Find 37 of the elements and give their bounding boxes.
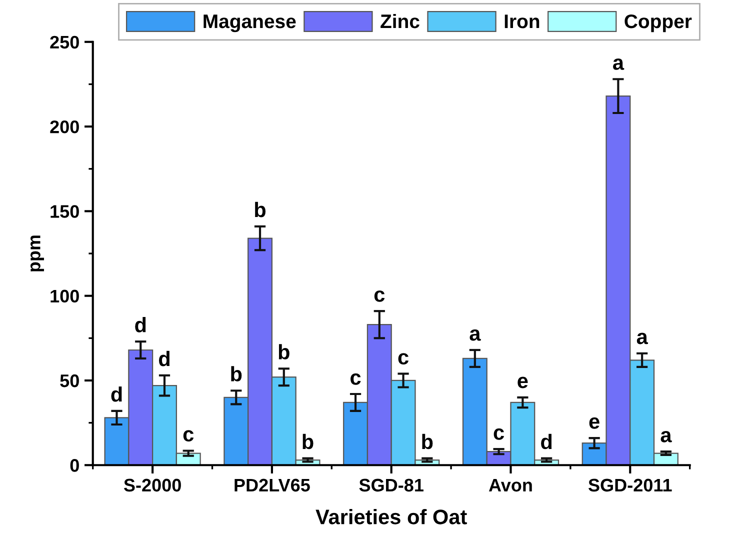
y-tick-label: 250 [50,36,79,49]
data-label: b [278,344,290,360]
x-tick-label: SGD-2011 [588,478,672,492]
data-label: d [135,317,146,332]
legend-label: Iron [504,14,540,28]
data-label: c [398,353,408,365]
y-tick-label: 150 [50,205,79,218]
data-label: e [518,376,528,388]
x-axis-title: Varieties of Oat [316,509,467,524]
x-tick-label: PD2LV65 [234,478,310,492]
y-axis-title: ppm [30,236,44,272]
data-label: b [302,434,314,450]
data-label: c [350,373,361,385]
data-label: b [231,366,242,382]
legend-label: Copper [624,14,692,32]
y-tick-label: 200 [50,120,79,134]
data-label: c [494,428,504,440]
legend-label: Maganese [204,14,296,32]
data-label: d [111,386,122,402]
y-tick-label: 50 [60,374,79,388]
x-tick-label: S-2000 [124,478,181,492]
x-tick-label: SGD-81 [359,478,424,492]
data-label: a [470,329,481,341]
data-label: d [158,350,170,366]
y-tick-label: 100 [50,290,79,303]
data-label: a [613,58,624,70]
data-label: a [660,430,672,442]
data-label: d [541,434,552,450]
x-tick-label: Avon [488,478,532,492]
data-label: c [183,430,194,442]
y-tick-label: 0 [70,459,79,472]
data-label: b [422,434,433,450]
data-label: e [589,417,600,429]
data-label: b [255,202,266,218]
data-label: c [374,290,385,302]
legend-label: Zinc [380,14,420,28]
data-label: a [636,332,648,344]
